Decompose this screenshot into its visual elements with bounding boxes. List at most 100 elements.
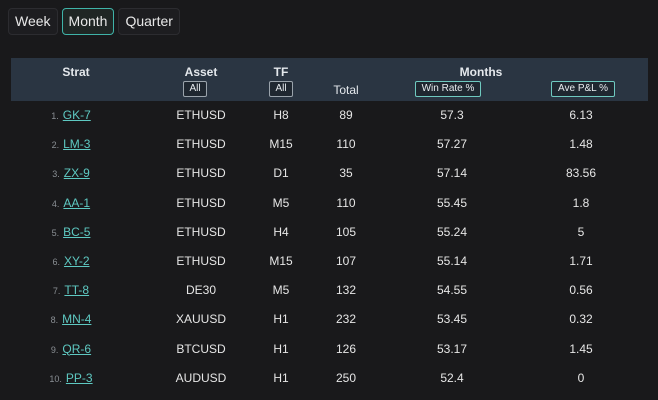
win-rate-cell: 57.14: [436, 166, 468, 181]
header-total[interactable]: Total: [333, 83, 359, 97]
win-rate-cell: 53.17: [436, 341, 468, 356]
asset-cell: DE30: [185, 283, 217, 298]
win-rate-cell: 57.27: [436, 137, 468, 152]
ave-pl-cell: 0.56: [569, 283, 593, 298]
strat-cell: 5. BC-5: [11, 225, 131, 239]
tf-filter-button[interactable]: All: [269, 81, 293, 97]
total-cell: 107: [335, 253, 357, 268]
row-index: 1.: [51, 111, 59, 121]
tf-cell: H1: [273, 341, 289, 356]
table-row: 10. PP-3 AUDUSD H1 250 52.4 0: [11, 364, 648, 393]
total-cell: 126: [335, 341, 357, 356]
row-index: 6.: [52, 256, 60, 267]
strat-link[interactable]: BC-5: [63, 224, 91, 239]
asset-cell: ETHUSD: [176, 166, 226, 181]
asset-cell: ETHUSD: [176, 137, 226, 152]
strat-link[interactable]: AA-1: [63, 195, 91, 210]
ave-pl-cell: 0.32: [569, 312, 593, 327]
asset-cell: ETHUSD: [176, 253, 226, 268]
strat-cell: 8. MN-4: [11, 312, 131, 326]
header-strat[interactable]: Strat: [62, 65, 90, 79]
table-row: 6. XY-2 ETHUSD M15 107 55.14 1.71: [11, 247, 648, 276]
tab-quarter[interactable]: Quarter: [118, 8, 180, 35]
tf-cell: M15: [269, 137, 293, 152]
asset-cell: AUDUSD: [175, 370, 227, 385]
strat-link[interactable]: GK-7: [62, 108, 91, 122]
tf-cell: M5: [272, 283, 290, 298]
strat-cell: 1. GK-7: [11, 108, 131, 122]
table-body: 1. GK-7 ETHUSD H8 89 57.3 6.13 2. LM-3 ETHUSD M15 1…: [11, 101, 648, 393]
row-index: 3.: [52, 169, 60, 180]
strat-link[interactable]: TT-8: [64, 283, 90, 298]
total-cell: 110: [336, 195, 356, 210]
ave-pl-cell: 1.48: [569, 137, 593, 152]
strat-link[interactable]: QR-6: [62, 341, 92, 356]
strat-cell: 2. LM-3: [11, 137, 131, 151]
table-row: 2. LM-3 ETHUSD M15 110 57.27 1.48: [11, 130, 648, 159]
win-rate-cell: 53.45: [436, 312, 468, 327]
strat-cell: 9. QR-6: [11, 342, 131, 356]
table-row: 9. QR-6 BTCUSD H1 126 53.17 1.45: [11, 335, 648, 364]
row-index: 7.: [52, 286, 61, 297]
table-row: 5. BC-5 ETHUSD H4 105 55.24 5: [11, 218, 648, 247]
row-index: 2.: [51, 140, 60, 151]
strat-link[interactable]: XY-2: [63, 253, 90, 268]
total-cell: 250: [335, 370, 357, 385]
strategy-table: Strat Asset TF Months All All Total Win …: [11, 58, 648, 393]
ave-pl-cell: 0: [577, 370, 585, 385]
asset-cell: ETHUSD: [176, 224, 226, 239]
ave-pl-cell: 6.13: [569, 108, 593, 122]
total-cell: 232: [335, 312, 357, 327]
ave-pl-cell: 1.45: [569, 341, 593, 356]
tf-cell: M15: [269, 253, 293, 268]
win-rate-sort-button[interactable]: Win Rate %: [415, 81, 481, 97]
table-row: 3. ZX-9 ETHUSD D1 35 57.14 83.56: [11, 159, 648, 188]
total-cell: 132: [335, 283, 357, 298]
win-rate-cell: 54.55: [436, 283, 468, 298]
table-row: 7. TT-8 DE30 M5 132 54.55 0.56: [11, 276, 648, 305]
win-rate-cell: 57.3: [440, 108, 464, 122]
header-asset[interactable]: Asset: [184, 65, 218, 79]
total-cell: 110: [336, 137, 356, 152]
asset-cell: ETHUSD: [176, 108, 226, 122]
tf-cell: M5: [272, 195, 290, 210]
win-rate-cell: 55.14: [436, 253, 468, 268]
row-index: 10.: [49, 373, 62, 384]
row-index: 4.: [51, 198, 60, 209]
tf-cell: H1: [273, 370, 289, 385]
tab-week[interactable]: Week: [8, 8, 58, 35]
tf-cell: H4: [273, 224, 289, 239]
table-row: 4. AA-1 ETHUSD M5 110 55.45 1.8: [11, 189, 648, 218]
row-index: 5.: [51, 227, 60, 238]
strat-cell: 7. TT-8: [11, 283, 131, 297]
ave-pl-cell: 1.71: [569, 253, 593, 268]
tf-cell: H1: [273, 312, 289, 327]
strat-cell: 4. AA-1: [11, 196, 131, 210]
strat-cell: 10. PP-3: [11, 371, 131, 385]
tf-cell: H8: [273, 108, 289, 122]
tab-month[interactable]: Month: [61, 8, 115, 35]
win-rate-cell: 55.45: [436, 195, 468, 210]
header-months: Months: [459, 65, 503, 79]
header-tf[interactable]: TF: [273, 65, 289, 79]
strat-link[interactable]: LM-3: [63, 137, 91, 152]
ave-pl-cell: 5: [577, 224, 585, 239]
ave-pl-cell: 83.56: [565, 166, 597, 181]
asset-filter-button[interactable]: All: [183, 81, 207, 97]
ave-pl-cell: 1.8: [572, 195, 590, 210]
strat-link[interactable]: PP-3: [65, 370, 93, 385]
row-index: 8.: [50, 315, 59, 326]
period-tabs: Week Month Quarter: [8, 8, 180, 35]
win-rate-cell: 52.4: [440, 370, 464, 385]
total-cell: 35: [339, 166, 353, 181]
win-rate-cell: 55.24: [436, 224, 468, 239]
total-cell: 89: [339, 108, 353, 122]
table-row: 1. GK-7 ETHUSD H8 89 57.3 6.13: [11, 101, 648, 130]
strat-cell: 6. XY-2: [11, 254, 131, 268]
strat-link[interactable]: MN-4: [62, 312, 92, 327]
row-index: 9.: [50, 344, 59, 355]
ave-pl-sort-button[interactable]: Ave P&L %: [551, 81, 615, 97]
asset-cell: XAUUSD: [175, 312, 226, 327]
strat-link[interactable]: ZX-9: [63, 166, 90, 181]
table-row: 8. MN-4 XAUUSD H1 232 53.45 0.32: [11, 305, 648, 334]
